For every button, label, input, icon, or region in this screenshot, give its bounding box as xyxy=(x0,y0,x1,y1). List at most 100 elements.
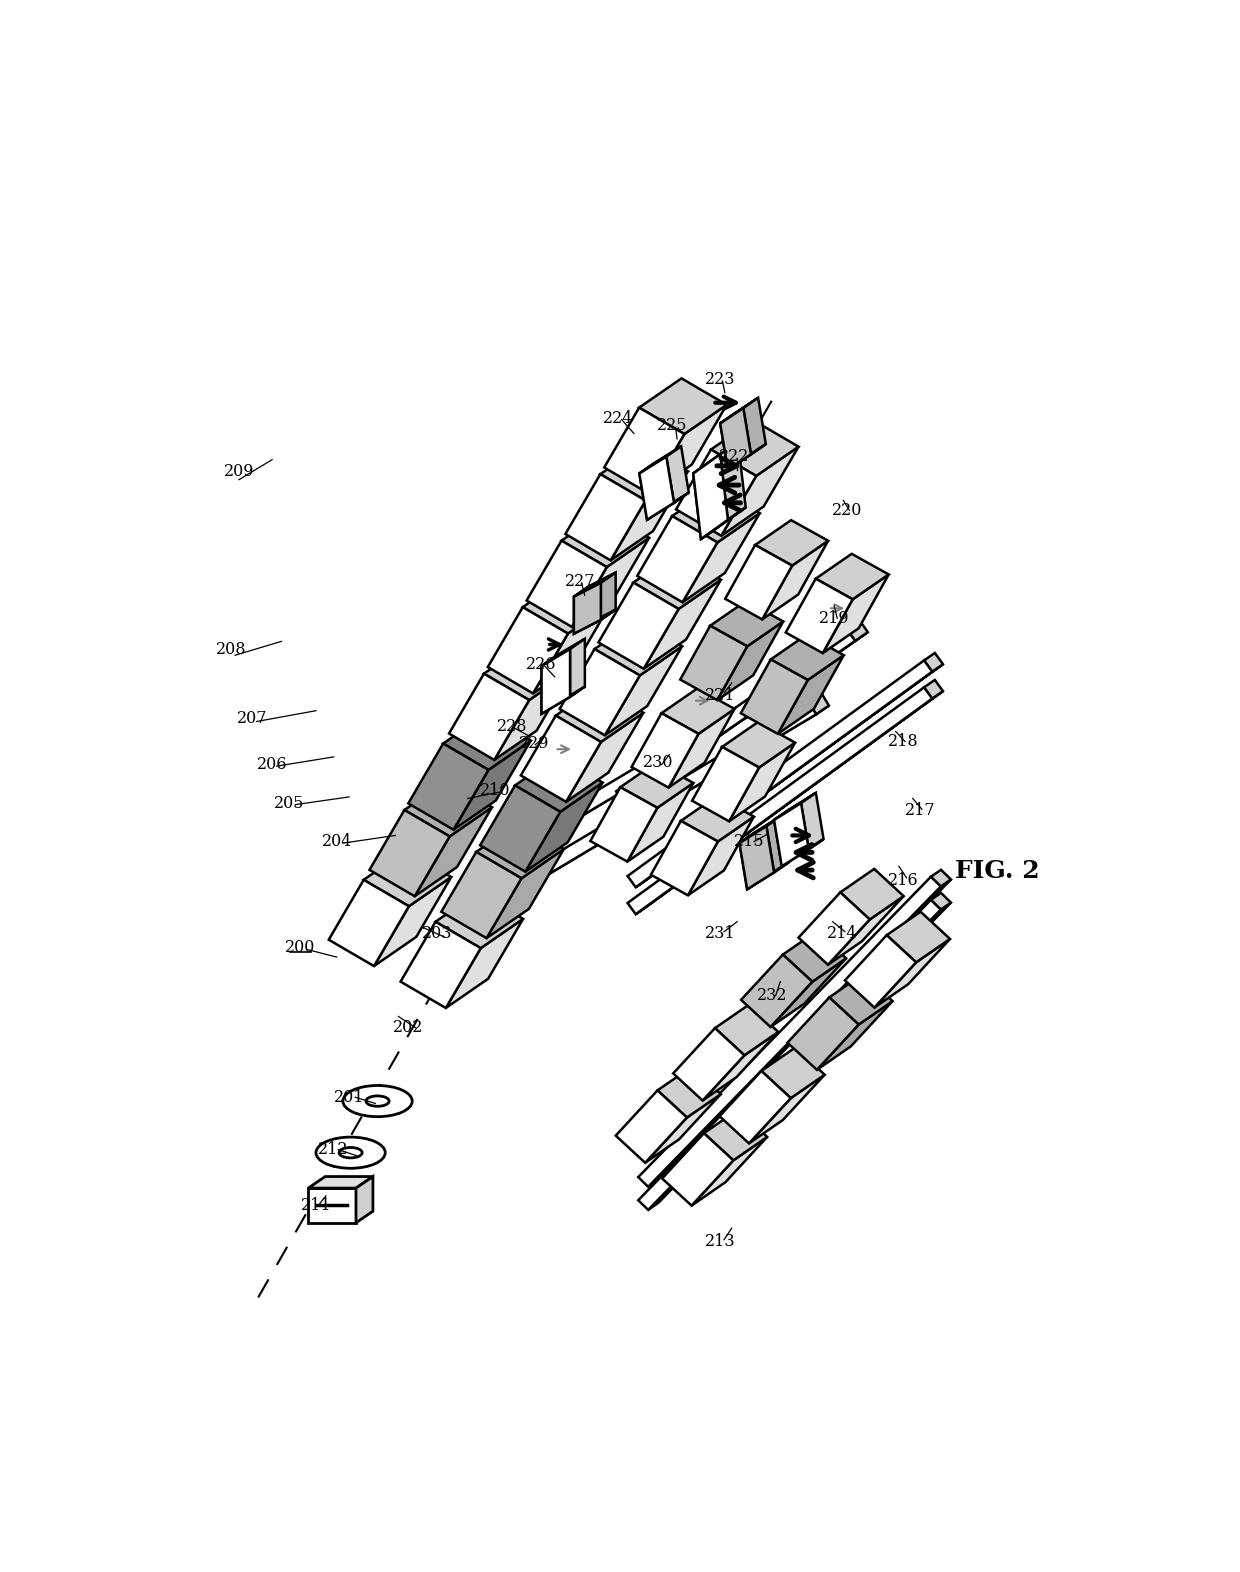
Polygon shape xyxy=(682,512,760,602)
Polygon shape xyxy=(639,877,941,1187)
Polygon shape xyxy=(574,583,601,634)
Polygon shape xyxy=(763,541,828,619)
Polygon shape xyxy=(446,920,523,1008)
Polygon shape xyxy=(711,601,784,646)
Text: 217: 217 xyxy=(905,802,936,819)
Ellipse shape xyxy=(343,1086,412,1116)
Polygon shape xyxy=(494,703,816,902)
Text: 228: 228 xyxy=(497,717,527,734)
Polygon shape xyxy=(631,714,698,788)
Polygon shape xyxy=(649,879,951,1187)
Polygon shape xyxy=(486,849,564,938)
Polygon shape xyxy=(841,869,904,920)
Polygon shape xyxy=(594,619,682,676)
Polygon shape xyxy=(693,454,728,539)
Polygon shape xyxy=(647,492,689,520)
Text: 230: 230 xyxy=(644,755,673,770)
Text: 227: 227 xyxy=(564,572,595,590)
Text: 232: 232 xyxy=(758,987,787,1005)
Polygon shape xyxy=(786,578,853,652)
Polygon shape xyxy=(801,792,823,849)
Polygon shape xyxy=(435,893,523,948)
Polygon shape xyxy=(601,572,616,619)
Polygon shape xyxy=(748,861,789,890)
Polygon shape xyxy=(620,762,693,808)
Polygon shape xyxy=(720,398,758,423)
Polygon shape xyxy=(401,921,481,1008)
Polygon shape xyxy=(515,756,603,811)
Polygon shape xyxy=(443,714,531,770)
Polygon shape xyxy=(808,656,828,676)
Polygon shape xyxy=(363,850,451,905)
Polygon shape xyxy=(739,833,761,890)
Polygon shape xyxy=(766,816,789,872)
Text: 231: 231 xyxy=(704,926,735,943)
Polygon shape xyxy=(720,409,751,470)
Polygon shape xyxy=(523,578,610,634)
Polygon shape xyxy=(650,404,727,494)
Polygon shape xyxy=(640,456,675,520)
Polygon shape xyxy=(720,398,758,423)
Polygon shape xyxy=(931,893,951,910)
Polygon shape xyxy=(924,681,942,698)
Text: 203: 203 xyxy=(422,926,453,943)
Polygon shape xyxy=(729,742,795,821)
Polygon shape xyxy=(644,580,720,668)
Polygon shape xyxy=(542,649,570,714)
Polygon shape xyxy=(649,902,951,1210)
Polygon shape xyxy=(370,810,450,896)
Polygon shape xyxy=(673,1028,744,1100)
Polygon shape xyxy=(704,1110,768,1160)
Polygon shape xyxy=(743,398,766,454)
Polygon shape xyxy=(570,638,585,696)
Ellipse shape xyxy=(339,1148,362,1159)
Text: 213: 213 xyxy=(704,1234,735,1250)
Text: 211: 211 xyxy=(300,1196,331,1214)
Polygon shape xyxy=(739,816,781,843)
Polygon shape xyxy=(574,572,616,597)
Polygon shape xyxy=(599,583,678,668)
Text: 223: 223 xyxy=(706,371,735,388)
Polygon shape xyxy=(740,659,807,734)
Text: 225: 225 xyxy=(657,417,688,434)
Polygon shape xyxy=(533,604,610,693)
Polygon shape xyxy=(781,839,823,866)
Polygon shape xyxy=(657,1067,720,1118)
Polygon shape xyxy=(661,689,734,734)
Polygon shape xyxy=(476,822,564,879)
Polygon shape xyxy=(774,810,796,866)
Polygon shape xyxy=(590,788,657,861)
Polygon shape xyxy=(484,645,572,700)
Text: 212: 212 xyxy=(319,1141,348,1159)
Text: 220: 220 xyxy=(832,501,863,519)
Polygon shape xyxy=(574,610,616,634)
Polygon shape xyxy=(542,687,585,714)
Polygon shape xyxy=(627,660,932,887)
Polygon shape xyxy=(329,880,409,967)
Polygon shape xyxy=(441,852,522,938)
Polygon shape xyxy=(559,649,640,736)
Polygon shape xyxy=(771,635,843,681)
Polygon shape xyxy=(774,792,816,821)
Text: 214: 214 xyxy=(827,926,857,943)
Polygon shape xyxy=(676,450,756,536)
Polygon shape xyxy=(844,935,916,1008)
Polygon shape xyxy=(728,443,766,470)
Text: 202: 202 xyxy=(393,1019,424,1036)
Polygon shape xyxy=(449,674,529,759)
Polygon shape xyxy=(624,632,868,803)
Text: 210: 210 xyxy=(480,783,511,799)
Polygon shape xyxy=(808,693,828,714)
Text: 224: 224 xyxy=(604,410,634,426)
Text: 201: 201 xyxy=(334,1089,365,1105)
Polygon shape xyxy=(565,475,646,560)
Polygon shape xyxy=(693,442,738,473)
Polygon shape xyxy=(501,706,828,902)
Text: 226: 226 xyxy=(526,656,557,673)
Polygon shape xyxy=(874,938,950,1008)
Polygon shape xyxy=(799,893,869,965)
Polygon shape xyxy=(692,1137,768,1206)
Polygon shape xyxy=(616,629,856,803)
Polygon shape xyxy=(637,516,718,602)
Polygon shape xyxy=(761,1047,825,1099)
